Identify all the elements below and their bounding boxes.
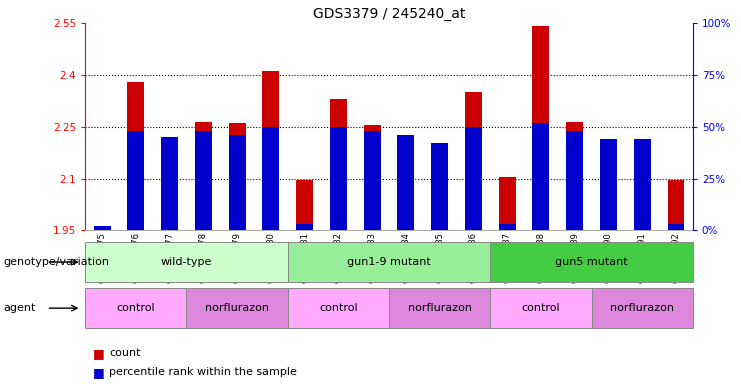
Bar — [195, 131, 212, 230]
Bar — [634, 149, 651, 230]
Text: norflurazon: norflurazon — [610, 303, 674, 313]
Bar — [465, 127, 482, 230]
Bar — [533, 26, 549, 230]
Bar — [85, 242, 288, 282]
Text: agent: agent — [4, 303, 36, 313]
Bar — [262, 127, 279, 230]
Bar — [668, 180, 685, 230]
Text: control: control — [522, 303, 560, 313]
Bar — [397, 144, 414, 230]
Bar — [431, 168, 448, 230]
Bar — [127, 131, 144, 230]
Bar — [127, 82, 144, 230]
Text: norflurazon: norflurazon — [205, 303, 269, 313]
Bar — [397, 135, 414, 230]
Bar — [491, 288, 591, 328]
Bar — [161, 137, 178, 230]
Text: norflurazon: norflurazon — [408, 303, 472, 313]
Text: control: control — [319, 303, 358, 313]
Bar — [330, 127, 347, 230]
Bar — [93, 226, 110, 230]
Bar — [288, 288, 389, 328]
Bar — [600, 151, 617, 230]
Bar — [296, 180, 313, 230]
Bar — [288, 242, 491, 282]
Bar — [668, 224, 685, 230]
Bar — [161, 137, 178, 230]
Bar — [364, 131, 381, 230]
Bar — [262, 71, 279, 230]
Bar — [634, 139, 651, 230]
Text: ■: ■ — [93, 366, 104, 379]
Text: wild-type: wild-type — [161, 257, 212, 267]
Title: GDS3379 / 245240_at: GDS3379 / 245240_at — [313, 7, 465, 21]
Text: count: count — [109, 348, 141, 358]
Text: control: control — [116, 303, 155, 313]
Bar — [431, 143, 448, 230]
Bar — [499, 224, 516, 230]
Bar — [591, 288, 693, 328]
Bar — [600, 139, 617, 230]
Bar — [566, 131, 583, 230]
Bar — [389, 288, 491, 328]
Bar — [499, 177, 516, 230]
Text: ■: ■ — [93, 347, 104, 360]
Bar — [93, 227, 110, 230]
Text: gun1-9 mutant: gun1-9 mutant — [347, 257, 431, 267]
Bar — [330, 99, 347, 230]
Bar — [187, 288, 288, 328]
Bar — [465, 92, 482, 230]
Text: genotype/variation: genotype/variation — [4, 257, 110, 267]
Text: percentile rank within the sample: percentile rank within the sample — [109, 367, 297, 377]
Bar — [533, 122, 549, 230]
Bar — [566, 121, 583, 230]
Bar — [229, 123, 245, 230]
Text: gun5 mutant: gun5 mutant — [555, 257, 628, 267]
Bar — [229, 135, 245, 230]
Bar — [491, 242, 693, 282]
Bar — [364, 125, 381, 230]
Bar — [85, 288, 187, 328]
Bar — [296, 224, 313, 230]
Bar — [195, 121, 212, 230]
